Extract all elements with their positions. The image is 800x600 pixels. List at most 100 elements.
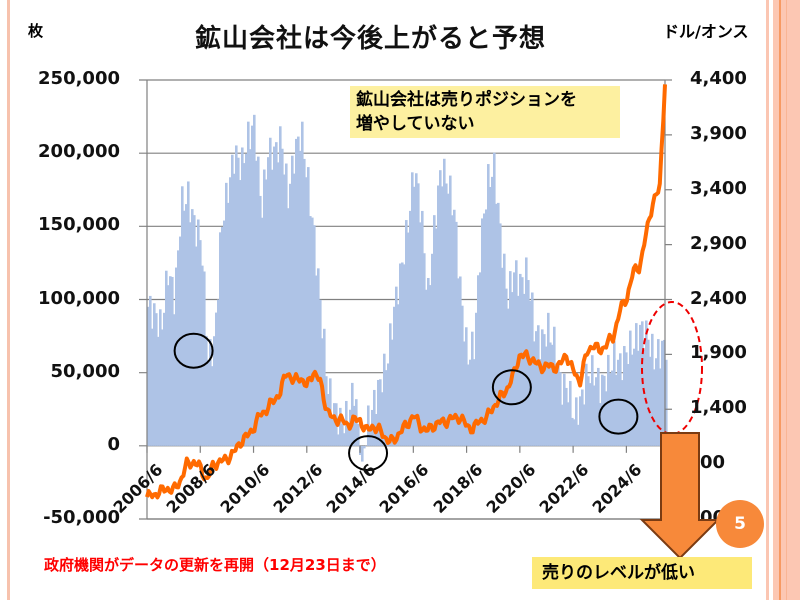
bar [283, 174, 286, 446]
bar [171, 276, 174, 446]
slide-border-left [7, 0, 10, 600]
annotation-circle [348, 435, 389, 472]
bar [279, 126, 282, 446]
bar [309, 216, 312, 446]
bar [643, 349, 646, 446]
bar [257, 156, 260, 446]
bar [317, 268, 320, 446]
bar [483, 213, 486, 446]
bar [661, 340, 664, 446]
bar [235, 145, 238, 446]
bar [571, 417, 574, 446]
bar [407, 232, 410, 446]
left-tick-label: 50,000 [50, 360, 120, 382]
right-tick-label: 00 [700, 452, 726, 474]
bar [377, 379, 380, 446]
slide-border-right-line [779, 0, 781, 600]
bar [353, 405, 356, 446]
bar [213, 336, 216, 446]
bar [383, 353, 386, 446]
bar [161, 329, 164, 446]
bar [199, 240, 202, 446]
bar [431, 253, 434, 446]
bar [205, 335, 208, 446]
bar [487, 164, 490, 446]
bar [385, 370, 388, 446]
gold-price-line [145, 84, 667, 500]
bar [581, 389, 584, 446]
bar [477, 275, 480, 446]
bar [639, 324, 642, 446]
bar [651, 333, 654, 446]
bar [219, 232, 222, 446]
bar [617, 359, 620, 446]
left-tick-label: -50,000 [43, 507, 120, 528]
bar [507, 308, 510, 446]
bar [225, 182, 228, 446]
bar [541, 329, 544, 446]
bar [343, 433, 346, 446]
bar [497, 202, 500, 446]
bar [545, 346, 548, 446]
bar [455, 221, 458, 446]
right-tick-label: 1,400 [690, 397, 747, 419]
bar [157, 336, 160, 446]
bar-series [147, 114, 668, 462]
left-tick-label: 150,000 [38, 214, 120, 236]
bar [217, 299, 220, 446]
bar [501, 267, 504, 446]
bar [549, 342, 552, 446]
bar [505, 288, 508, 446]
bar [237, 157, 240, 446]
bar [583, 404, 586, 446]
bar [453, 209, 456, 446]
chart-title: 鉱山会社は今後上がると予想 [195, 24, 547, 54]
bar [357, 423, 360, 446]
annotation-dashed-ellipse [641, 301, 703, 435]
bar [535, 331, 538, 446]
bar [381, 392, 384, 446]
bar [227, 202, 230, 446]
bar [311, 217, 314, 446]
bar [433, 215, 436, 446]
bar [645, 320, 648, 446]
right-axis-unit: ドル/オンス [663, 22, 749, 41]
bottom-note: 政府機関がデータの更新を再開（12月23日まで） [44, 556, 386, 574]
right-tick-label: 2,400 [690, 287, 747, 309]
bar [637, 350, 640, 446]
bar [575, 397, 578, 446]
bar [559, 372, 562, 446]
bar [513, 272, 516, 446]
bar [233, 173, 236, 446]
bar [193, 215, 196, 446]
bar [461, 305, 464, 446]
bar [387, 363, 390, 446]
bar [373, 389, 376, 446]
bar [273, 146, 276, 446]
bar [397, 304, 400, 446]
bar [665, 359, 668, 446]
bar [241, 147, 244, 446]
bar [215, 312, 218, 446]
bar [663, 339, 666, 446]
bar [253, 114, 256, 446]
bar [405, 220, 408, 446]
bar [313, 225, 316, 446]
callout-top-line1: 鉱山会社は売りポジションを [356, 90, 577, 110]
bar [195, 246, 198, 446]
bar [201, 265, 204, 446]
bar [277, 162, 280, 446]
bar [331, 417, 334, 446]
bar [285, 163, 288, 446]
bar [181, 186, 184, 446]
bar [475, 312, 478, 446]
bar [625, 352, 628, 446]
bar [593, 385, 596, 446]
bar [441, 186, 444, 446]
bar [245, 153, 248, 446]
callout-top-line2: 増やしていない [356, 114, 475, 134]
bar [529, 300, 532, 446]
bar [339, 407, 342, 446]
right-tick-label: 3,400 [690, 177, 747, 199]
